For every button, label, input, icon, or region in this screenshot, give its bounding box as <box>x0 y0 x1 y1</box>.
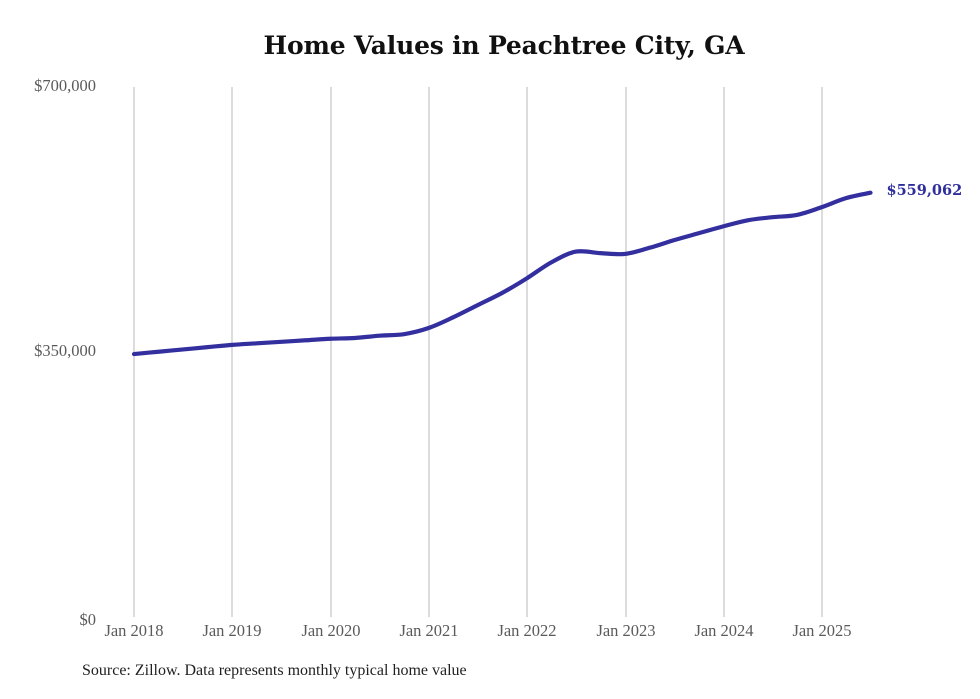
series-endpoint-value-label: $559,062 <box>886 181 963 199</box>
x-axis-tick-label-2: Jan 2020 <box>301 621 361 640</box>
y-axis-tick-label-mid: $350,000 <box>34 341 96 360</box>
x-axis-tick-label-1: Jan 2019 <box>202 621 262 640</box>
y-axis-tick-label-top: $700,000 <box>34 76 96 95</box>
x-axis-tick-label-5: Jan 2023 <box>596 621 656 640</box>
x-axis-tick-label-3: Jan 2021 <box>399 621 459 640</box>
x-axis-tick-label-6: Jan 2024 <box>694 621 754 640</box>
x-axis-tick-label-0: Jan 2018 <box>104 621 164 640</box>
y-axis-tick-label-bottom: $0 <box>79 610 97 629</box>
source-note: Source: Zillow. Data represents monthly … <box>82 662 467 679</box>
x-axis-tick-label-4: Jan 2022 <box>497 621 557 640</box>
vertical-gridlines <box>133 87 823 617</box>
home-value-series-line <box>131 190 873 357</box>
x-axis-tick-label-7: Jan 2025 <box>792 621 852 640</box>
chart-title: Home Values in Peachtree City, GA <box>263 31 745 60</box>
